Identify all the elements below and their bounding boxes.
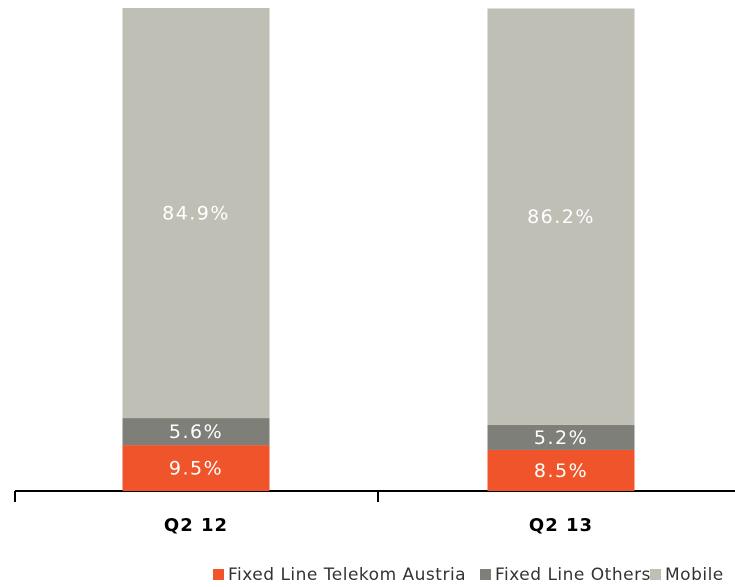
legend-label: Fixed Line Others	[495, 565, 651, 585]
bar-segment	[122, 445, 270, 491]
bar-segment	[487, 8, 635, 425]
bar-segment	[487, 424, 635, 450]
legend-label: Fixed Line Telekom Austria	[228, 565, 466, 585]
bar-segment	[122, 8, 270, 419]
bar-segment	[122, 418, 270, 446]
value-label: 8.5%	[534, 460, 588, 482]
legend-label: Mobile	[665, 565, 724, 585]
x-tick-label: Q2 12	[164, 515, 228, 536]
x-axis	[14, 490, 735, 502]
value-label: 86.2%	[527, 206, 595, 228]
legend-swatch	[213, 569, 224, 580]
value-label: 84.9%	[162, 203, 230, 225]
x-tick-label: Q2 13	[529, 515, 593, 536]
value-label: 9.5%	[169, 458, 223, 480]
legend-swatch	[650, 569, 661, 580]
bar-segment	[487, 449, 635, 491]
value-label: 5.6%	[169, 421, 223, 443]
value-label: 5.2%	[534, 427, 588, 449]
legend-swatch	[480, 569, 491, 580]
